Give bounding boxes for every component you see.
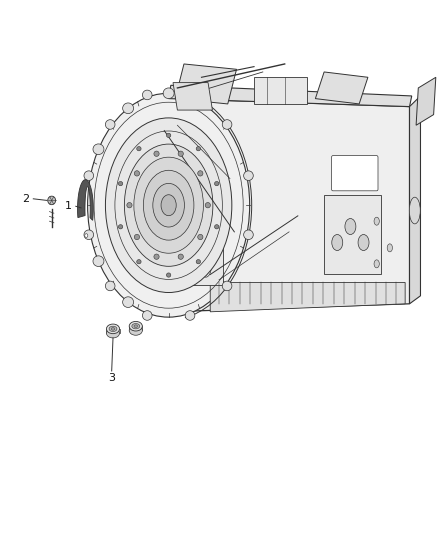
Ellipse shape bbox=[123, 297, 134, 308]
Ellipse shape bbox=[143, 170, 194, 240]
Ellipse shape bbox=[124, 144, 213, 266]
Ellipse shape bbox=[215, 224, 219, 229]
Polygon shape bbox=[315, 72, 368, 104]
Ellipse shape bbox=[205, 203, 210, 208]
Ellipse shape bbox=[374, 217, 379, 225]
Ellipse shape bbox=[84, 171, 94, 181]
Polygon shape bbox=[169, 99, 410, 312]
Ellipse shape bbox=[118, 182, 123, 186]
FancyBboxPatch shape bbox=[332, 156, 378, 191]
Ellipse shape bbox=[198, 235, 203, 240]
Ellipse shape bbox=[134, 157, 203, 253]
Ellipse shape bbox=[132, 324, 140, 329]
Ellipse shape bbox=[163, 88, 174, 99]
Ellipse shape bbox=[215, 182, 219, 186]
Ellipse shape bbox=[198, 171, 203, 176]
Ellipse shape bbox=[48, 196, 56, 205]
Ellipse shape bbox=[222, 281, 232, 290]
Ellipse shape bbox=[387, 244, 392, 252]
Ellipse shape bbox=[106, 324, 120, 334]
Ellipse shape bbox=[123, 103, 134, 114]
Ellipse shape bbox=[196, 260, 201, 264]
Polygon shape bbox=[416, 77, 436, 125]
Polygon shape bbox=[210, 282, 405, 312]
Polygon shape bbox=[106, 329, 120, 333]
Ellipse shape bbox=[84, 230, 94, 239]
Polygon shape bbox=[410, 96, 420, 304]
Ellipse shape bbox=[153, 183, 184, 227]
Ellipse shape bbox=[137, 260, 141, 264]
Ellipse shape bbox=[134, 171, 140, 176]
Ellipse shape bbox=[142, 311, 152, 320]
Ellipse shape bbox=[409, 197, 420, 224]
Ellipse shape bbox=[106, 120, 115, 130]
Polygon shape bbox=[324, 195, 381, 274]
Ellipse shape bbox=[178, 151, 184, 156]
Ellipse shape bbox=[93, 256, 104, 266]
Ellipse shape bbox=[106, 281, 115, 290]
Text: 3: 3 bbox=[108, 374, 115, 383]
Ellipse shape bbox=[345, 219, 356, 235]
Polygon shape bbox=[129, 326, 142, 330]
Ellipse shape bbox=[178, 254, 184, 260]
Ellipse shape bbox=[106, 118, 232, 293]
Ellipse shape bbox=[134, 325, 138, 327]
Ellipse shape bbox=[109, 326, 117, 332]
Ellipse shape bbox=[161, 195, 176, 216]
Text: 1: 1 bbox=[64, 201, 71, 211]
Ellipse shape bbox=[185, 90, 195, 100]
Ellipse shape bbox=[166, 273, 171, 277]
Ellipse shape bbox=[129, 326, 142, 335]
Polygon shape bbox=[78, 180, 93, 220]
Ellipse shape bbox=[374, 260, 379, 268]
Ellipse shape bbox=[88, 93, 250, 317]
Polygon shape bbox=[173, 83, 212, 110]
Ellipse shape bbox=[154, 254, 159, 260]
Text: 2: 2 bbox=[22, 194, 29, 204]
Ellipse shape bbox=[332, 235, 343, 251]
Polygon shape bbox=[175, 64, 237, 104]
Ellipse shape bbox=[127, 203, 132, 208]
Polygon shape bbox=[169, 85, 412, 107]
Ellipse shape bbox=[142, 90, 152, 100]
Ellipse shape bbox=[166, 133, 171, 138]
Ellipse shape bbox=[244, 171, 253, 181]
Ellipse shape bbox=[93, 144, 104, 155]
Ellipse shape bbox=[358, 235, 369, 251]
Ellipse shape bbox=[85, 233, 88, 237]
Ellipse shape bbox=[118, 224, 123, 229]
Ellipse shape bbox=[129, 321, 142, 331]
Ellipse shape bbox=[222, 120, 232, 130]
Ellipse shape bbox=[154, 151, 159, 156]
Ellipse shape bbox=[137, 147, 141, 151]
Ellipse shape bbox=[134, 235, 140, 240]
Polygon shape bbox=[254, 77, 307, 104]
Polygon shape bbox=[188, 248, 223, 285]
Ellipse shape bbox=[185, 311, 195, 320]
Ellipse shape bbox=[106, 328, 120, 338]
Ellipse shape bbox=[111, 327, 115, 330]
Ellipse shape bbox=[196, 147, 201, 151]
Ellipse shape bbox=[244, 230, 253, 239]
